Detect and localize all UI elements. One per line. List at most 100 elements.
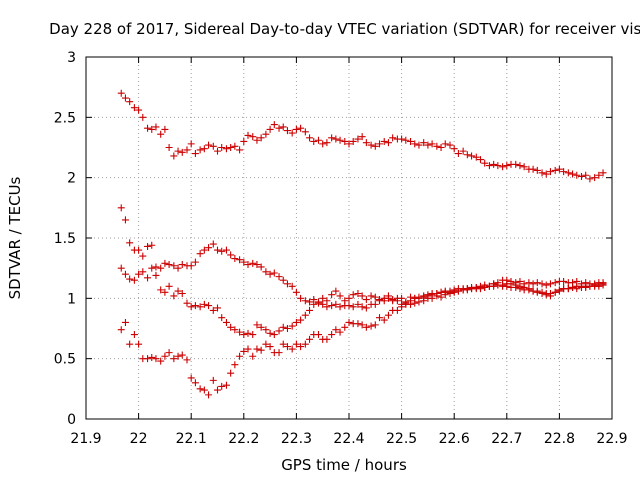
x-axis-label: GPS time / hours: [281, 456, 407, 474]
data-point: [253, 321, 261, 329]
data-point: [577, 172, 585, 180]
data-point: [139, 252, 147, 260]
data-point: [152, 271, 160, 279]
data-point: [538, 290, 546, 298]
data-point: [371, 321, 379, 329]
data-point: [560, 277, 568, 285]
data-point: [249, 331, 257, 339]
data-point: [244, 261, 252, 269]
y-tick-label: 0.5: [54, 352, 76, 368]
data-point: [490, 160, 498, 168]
data-point: [538, 280, 546, 288]
data-point: [244, 329, 252, 337]
data-point: [200, 145, 208, 153]
data-point: [301, 340, 309, 348]
data-point: [367, 141, 375, 149]
data-point: [306, 306, 314, 314]
data-point: [236, 352, 244, 360]
data-point: [415, 298, 423, 306]
data-point: [454, 287, 462, 295]
data-point: [170, 292, 178, 300]
data-point: [279, 340, 287, 348]
data-point: [209, 306, 217, 314]
data-point: [214, 386, 221, 394]
data-point: [507, 280, 515, 288]
data-point: [178, 148, 186, 156]
data-point: [288, 322, 296, 330]
data-point: [161, 125, 169, 133]
data-point: [165, 282, 173, 290]
data-point: [240, 258, 248, 266]
data-point: [520, 283, 528, 291]
data-point: [542, 291, 550, 299]
data-point: [516, 282, 524, 290]
data-point: [314, 298, 322, 306]
data-point: [121, 216, 129, 224]
data-point: [393, 306, 401, 314]
data-point: [266, 343, 274, 351]
data-point: [437, 293, 445, 301]
data-point: [196, 303, 204, 311]
data-point: [266, 270, 274, 278]
data-point: [332, 135, 340, 143]
data-point: [288, 345, 296, 353]
data-point: [240, 137, 248, 145]
y-tick-label: 3: [67, 50, 76, 66]
data-point: [253, 136, 261, 144]
data-point: [533, 166, 541, 174]
data-point: [249, 133, 257, 141]
data-point: [196, 385, 204, 393]
data-point: [463, 151, 471, 159]
y-tick-label: 1.5: [54, 231, 76, 247]
data-point: [529, 287, 537, 295]
data-point: [533, 279, 541, 287]
data-point: [319, 140, 327, 148]
chart-title: Day 228 of 2017, Sidereal Day-to-day VTE…: [49, 20, 640, 38]
data-point: [174, 352, 182, 360]
data-point: [218, 247, 226, 255]
data-point: [165, 261, 173, 269]
data-point: [481, 159, 489, 167]
data-point: [236, 256, 244, 264]
data-point: [126, 340, 134, 348]
data-point: [341, 137, 349, 145]
data-point: [275, 327, 283, 335]
data-point: [306, 298, 314, 306]
data-point: [477, 282, 484, 290]
data-point: [117, 89, 125, 97]
data-point: [595, 171, 603, 179]
data-point: [402, 136, 410, 144]
data-point: [586, 175, 594, 183]
data-point: [209, 240, 217, 248]
data-point: [481, 281, 489, 289]
data-point: [411, 140, 419, 148]
data-point: [292, 125, 300, 133]
data-point: [459, 147, 467, 155]
data-points: [117, 89, 607, 399]
data-point: [428, 140, 436, 148]
data-point: [586, 282, 594, 290]
data-point: [564, 169, 572, 177]
data-point: [135, 340, 143, 348]
data-point: [512, 160, 520, 168]
data-point: [253, 261, 261, 269]
data-point: [367, 292, 375, 300]
data-point: [371, 293, 379, 301]
x-tick-label: 22: [130, 431, 148, 447]
data-point: [244, 131, 252, 139]
data-point: [354, 135, 362, 143]
data-point: [270, 269, 278, 277]
data-point: [222, 318, 230, 326]
data-point: [349, 137, 357, 145]
data-point: [389, 297, 397, 305]
data-point: [573, 171, 581, 179]
x-tick-label: 22.7: [491, 431, 522, 447]
y-tick-label: 1: [67, 291, 76, 307]
data-point: [328, 134, 336, 142]
data-point: [135, 246, 143, 254]
data-point: [472, 283, 480, 291]
data-point: [591, 281, 599, 289]
data-point: [358, 303, 366, 311]
data-point: [209, 376, 217, 384]
